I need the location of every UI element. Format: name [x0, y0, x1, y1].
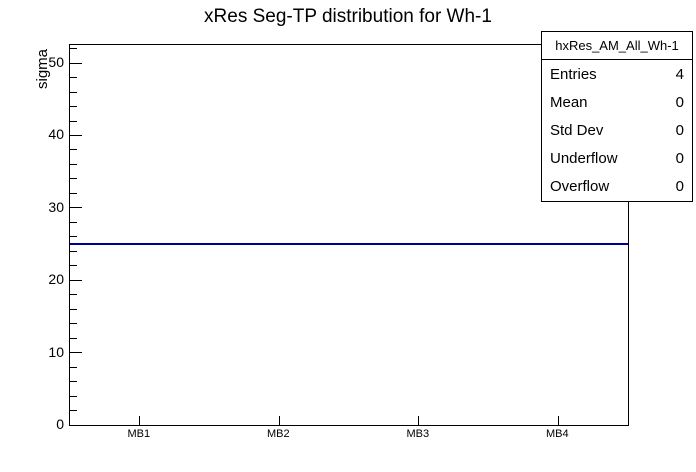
y-minor-tick — [70, 381, 77, 383]
y-minor-tick — [70, 77, 77, 79]
stats-row-value: 0 — [675, 122, 684, 139]
y-tick-label: 0 — [56, 416, 64, 432]
y-minor-tick — [70, 410, 77, 412]
stats-box: hxRes_AM_All_Wh-1 Entries 4 Mean 0 Std Dev 0 U… — [541, 31, 693, 202]
y-minor-tick — [70, 48, 77, 50]
plot-frame — [69, 44, 629, 426]
series-line-segment — [488, 243, 628, 245]
y-minor-tick — [70, 192, 77, 194]
stats-row-label: Underflow — [550, 150, 618, 168]
y-minor-tick — [70, 91, 77, 93]
series-line-segment — [209, 243, 349, 245]
y-minor-tick — [70, 178, 77, 180]
y-minor-tick — [70, 337, 77, 339]
stats-row-label: Mean — [550, 93, 588, 111]
y-minor-tick — [70, 366, 77, 368]
y-major-tick — [70, 424, 82, 426]
x-tick-label: MB3 — [406, 428, 430, 440]
y-major-tick — [70, 279, 82, 281]
y-tick-label: 50 — [48, 54, 64, 71]
x-tick — [139, 416, 141, 425]
stats-row-value: 0 — [675, 93, 684, 111]
stats-row: Overflow 0 — [542, 173, 692, 201]
stats-row: Mean 0 — [542, 88, 692, 116]
y-minor-tick — [70, 323, 77, 325]
x-tick-label: MB1 — [127, 428, 151, 440]
y-minor-tick — [70, 106, 77, 108]
stats-rows: Entries 4 Mean 0 Std Dev 0 Underflow 0 Overflow 0 — [542, 60, 692, 201]
y-minor-tick — [70, 308, 77, 310]
stats-row: Underflow 0 — [542, 145, 692, 173]
x-tick — [278, 416, 280, 425]
y-minor-tick — [70, 294, 77, 296]
y-minor-tick — [70, 265, 77, 267]
x-tick — [557, 416, 559, 425]
x-tick — [418, 416, 420, 425]
y-minor-tick — [70, 120, 77, 122]
y-minor-tick — [70, 149, 77, 151]
stats-row-value: 4 — [675, 65, 684, 83]
y-tick-label: 20 — [48, 271, 64, 288]
series-line-segment — [349, 243, 489, 245]
y-minor-tick — [70, 221, 77, 223]
y-tick-label: 40 — [48, 126, 64, 143]
stats-row-label: Std Dev — [550, 122, 604, 139]
stats-row-value: 0 — [675, 178, 684, 196]
chart-title: xRes Seg-TP distribution for Wh-1 — [204, 6, 492, 27]
y-minor-tick — [70, 395, 77, 397]
y-tick-label: 10 — [48, 343, 64, 360]
y-major-tick — [70, 352, 82, 354]
stats-row-value: 0 — [675, 150, 684, 168]
stats-row-label: Overflow — [550, 178, 610, 196]
y-minor-tick — [70, 163, 77, 165]
stats-row: Std Dev 0 — [542, 116, 692, 144]
stats-row-label: Entries — [550, 65, 597, 83]
y-major-tick — [70, 134, 82, 136]
x-tick-label: MB2 — [266, 428, 290, 440]
stats-row: Entries 4 — [542, 60, 692, 88]
y-tick-label: 30 — [48, 198, 64, 215]
y-major-tick — [70, 62, 82, 64]
stats-box-title: hxRes_AM_All_Wh-1 — [542, 32, 692, 60]
x-tick-label: MB4 — [545, 428, 569, 440]
y-major-tick — [70, 207, 82, 209]
y-minor-tick — [70, 236, 77, 238]
series-line-segment — [70, 243, 210, 245]
y-minor-tick — [70, 250, 77, 252]
